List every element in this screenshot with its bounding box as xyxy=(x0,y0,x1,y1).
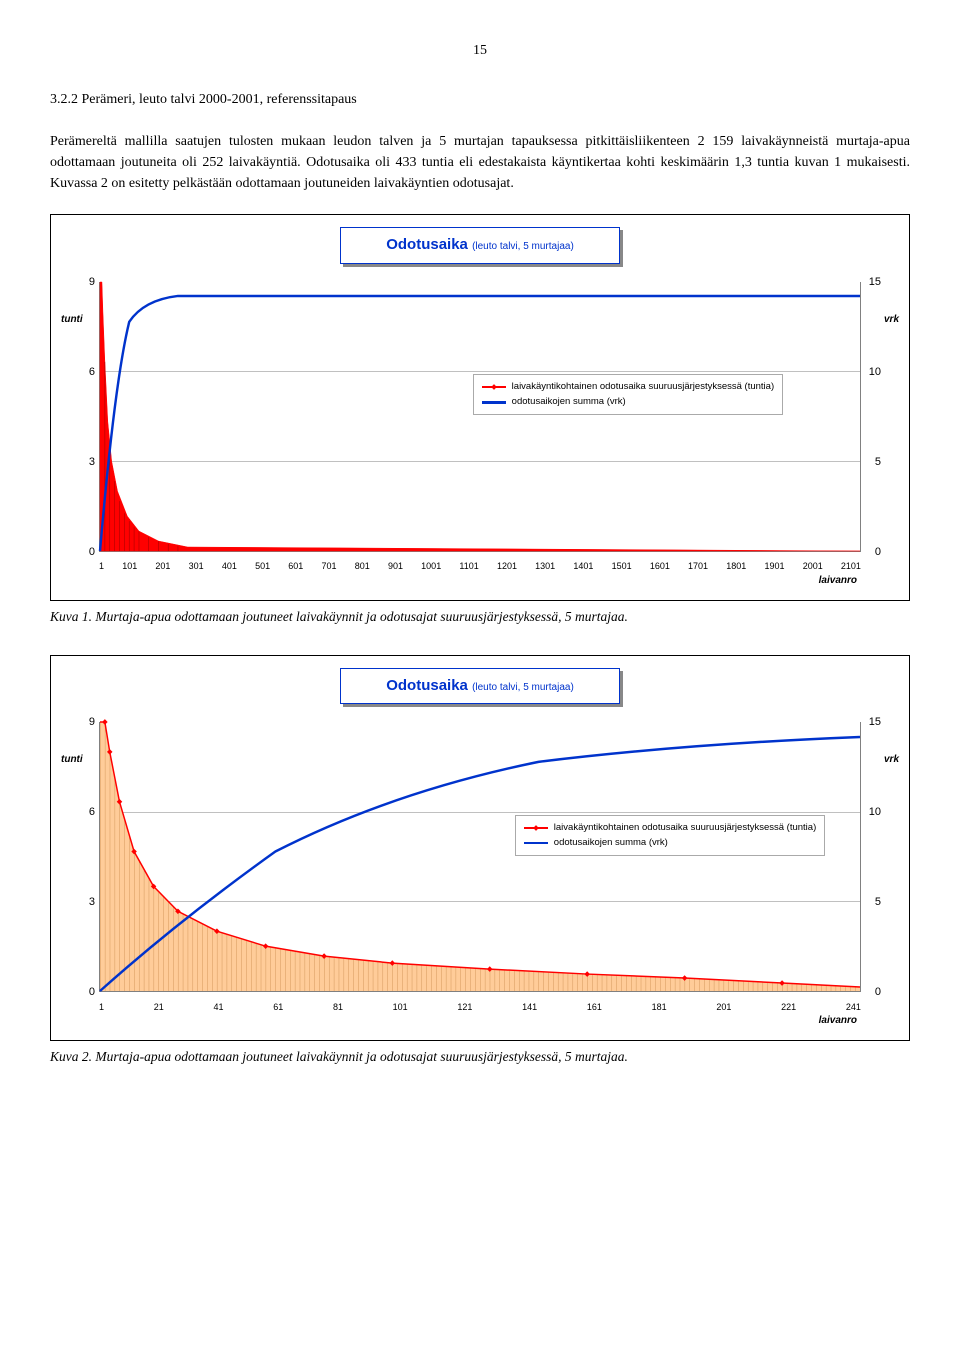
ytick-l: 3 xyxy=(81,453,95,470)
xtick: 401 xyxy=(222,560,237,574)
xtick: 101 xyxy=(122,560,137,574)
bars-area xyxy=(100,722,860,991)
title-sub: (leuto talvi, 5 murtajaa) xyxy=(472,241,574,252)
cumulative-line xyxy=(100,295,860,550)
xtick: 61 xyxy=(273,1001,283,1015)
chart-2-xlabel: laivanro xyxy=(819,1013,857,1028)
caption-2: Kuva 2. Murtaja-apua odottamaan joutunee… xyxy=(50,1047,910,1067)
xtick: 41 xyxy=(213,1001,223,1015)
ytick-l: 9 xyxy=(81,273,95,290)
ytick-r: 0 xyxy=(875,543,881,560)
xtick: 241 xyxy=(846,1001,861,1015)
legend-1-text: laivakäyntikohtainen odotusaika suuruusj… xyxy=(512,380,774,394)
legend-swatch-blue xyxy=(482,401,506,404)
xtick: 201 xyxy=(155,560,170,574)
chart-2-title-box: Odotusaika (leuto talvi, 5 murtajaa) xyxy=(340,668,620,705)
body-paragraph: 3.2.2 Perämeri, leuto talvi 2000-2001, r… xyxy=(50,89,910,194)
xtick: 81 xyxy=(333,1001,343,1015)
ytick-l: 9 xyxy=(81,714,95,731)
title-main: Odotusaika xyxy=(386,677,468,694)
legend-row-2: odotusaikojen summa (vrk) xyxy=(482,395,774,409)
chart-1-plot xyxy=(99,282,861,552)
chart-2-area: 9 tunti 6 3 0 15 vrk 10 5 0 xyxy=(59,712,901,1032)
xtick: 161 xyxy=(587,1001,602,1015)
xtick: 141 xyxy=(522,1001,537,1015)
ytick-l: 0 xyxy=(81,984,95,1001)
chart-1-title: Odotusaika (leuto talvi, 5 murtajaa) xyxy=(340,227,620,264)
xtick: 901 xyxy=(388,560,403,574)
ytick-l: 6 xyxy=(81,804,95,821)
xtick: 1601 xyxy=(650,560,670,574)
y-left-label: tunti xyxy=(61,312,83,327)
chart-1-legend: laivakäyntikohtainen odotusaika suuruusj… xyxy=(473,374,783,416)
chart-1-area: 9 tunti 6 3 0 15 vrk 10 5 0 xyxy=(59,272,901,592)
xtick: 2001 xyxy=(803,560,823,574)
xtick: 1201 xyxy=(497,560,517,574)
chart-2-xticks: 1 21 41 61 81 101 121 141 161 181 201 22… xyxy=(99,1001,861,1015)
chart-1-svg xyxy=(100,282,860,551)
chart-2-legend: laivakäyntikohtainen odotusaika suuruusj… xyxy=(515,815,825,857)
chart-2-plot xyxy=(99,722,861,992)
xtick: 1101 xyxy=(459,560,478,574)
ytick-r: 10 xyxy=(869,363,881,380)
ytick-l: 6 xyxy=(81,363,95,380)
legend-row-1: laivakäyntikohtainen odotusaika suuruusj… xyxy=(524,821,816,835)
xtick: 601 xyxy=(288,560,303,574)
xtick: 1701 xyxy=(688,560,708,574)
xtick: 1801 xyxy=(726,560,746,574)
chart-1: Odotusaika (leuto talvi, 5 murtajaa) 9 t… xyxy=(50,214,910,601)
ytick-r: 10 xyxy=(869,804,881,821)
xtick: 1501 xyxy=(612,560,632,574)
title-main: Odotusaika xyxy=(386,236,468,253)
xtick: 1001 xyxy=(421,560,441,574)
xtick: 181 xyxy=(652,1001,667,1015)
xtick: 21 xyxy=(154,1001,164,1015)
y-left-label: tunti xyxy=(61,752,83,767)
xtick: 121 xyxy=(457,1001,472,1015)
ytick-r: 0 xyxy=(875,984,881,1001)
ytick-r: 15 xyxy=(869,273,881,290)
ytick-l: 0 xyxy=(81,543,95,560)
xtick: 301 xyxy=(189,560,204,574)
ytick-r: 5 xyxy=(875,894,881,911)
ytick-l: 3 xyxy=(81,894,95,911)
xtick: 1901 xyxy=(764,560,784,574)
y-right-label: vrk xyxy=(884,312,899,327)
chart-1-title-box: Odotusaika (leuto talvi, 5 murtajaa) xyxy=(340,227,620,264)
xtick: 2101 xyxy=(841,560,861,574)
xtick: 1301 xyxy=(535,560,555,574)
legend-1-text: laivakäyntikohtainen odotusaika suuruusj… xyxy=(554,821,816,835)
chart-1-xticks: 1 101 201 301 401 501 601 701 801 901 10… xyxy=(99,560,861,574)
xtick: 101 xyxy=(393,1001,408,1015)
section-heading: 3.2.2 Perämeri, leuto talvi 2000-2001, r… xyxy=(50,92,357,107)
legend-2-text: odotusaikojen summa (vrk) xyxy=(554,836,668,850)
legend-swatch-red xyxy=(482,386,506,388)
legend-row-2: odotusaikojen summa (vrk) xyxy=(524,836,816,850)
xtick: 1 xyxy=(99,1001,104,1015)
xtick: 1401 xyxy=(573,560,593,574)
legend-swatch-blue xyxy=(524,842,548,845)
xtick: 701 xyxy=(322,560,337,574)
xtick: 201 xyxy=(716,1001,731,1015)
legend-swatch-red xyxy=(524,827,548,829)
ytick-r: 5 xyxy=(875,453,881,470)
chart-2-svg xyxy=(100,722,860,991)
legend-2-text: odotusaikojen summa (vrk) xyxy=(512,395,626,409)
caption-1: Kuva 1. Murtaja-apua odottamaan joutunee… xyxy=(50,607,910,627)
chart-2-title: Odotusaika (leuto talvi, 5 murtajaa) xyxy=(340,668,620,705)
bars-area xyxy=(100,282,860,551)
legend-row-1: laivakäyntikohtainen odotusaika suuruusj… xyxy=(482,380,774,394)
xtick: 1 xyxy=(99,560,104,574)
chart-2: Odotusaika (leuto talvi, 5 murtajaa) 9 t… xyxy=(50,655,910,1042)
title-sub: (leuto talvi, 5 murtajaa) xyxy=(472,682,574,693)
ytick-r: 15 xyxy=(869,714,881,731)
page-number: 15 xyxy=(50,40,910,61)
chart-1-xlabel: laivanro xyxy=(819,573,857,588)
xtick: 221 xyxy=(781,1001,796,1015)
y-right-label: vrk xyxy=(884,752,899,767)
body-text: Perämereltä mallilla saatujen tulosten m… xyxy=(50,134,910,191)
xtick: 501 xyxy=(255,560,270,574)
xtick: 801 xyxy=(355,560,370,574)
